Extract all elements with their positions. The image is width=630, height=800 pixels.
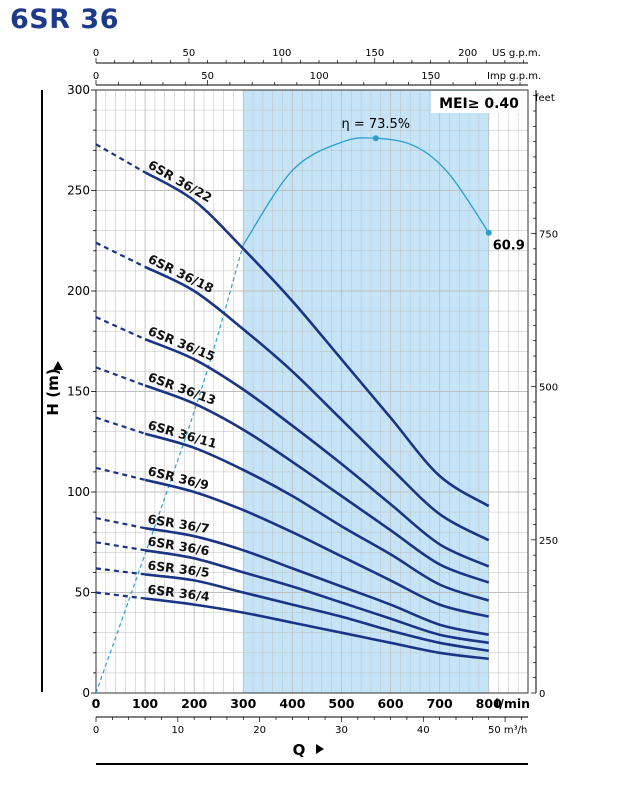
feet-tick-label: 0 [539, 689, 545, 700]
mei-label: MEI≥ 0.40 [439, 96, 519, 112]
series-dashed-line [95, 591, 146, 600]
feet-tick-label: 750 [539, 230, 558, 241]
efficiency-curve-dashed [95, 244, 244, 694]
m3h-tick-label: 10 [171, 725, 184, 736]
imp-gpm-tick-label: 50 [201, 71, 214, 82]
us-gpm-tick-label: 200 [458, 48, 477, 59]
us-gpm-tick-label: 100 [272, 48, 291, 59]
grid [95, 89, 529, 694]
x-tick-label: 500 [328, 696, 354, 711]
y-axis-label: H (m) [44, 368, 62, 415]
series-dashed-line [95, 241, 146, 268]
series-line [144, 478, 490, 618]
series-dashed-line [95, 466, 146, 481]
us-gpm-axis-label: US g.p.m. [492, 48, 541, 59]
x-axis-arrow-icon [316, 744, 324, 754]
x-tick-label: 300 [230, 696, 256, 711]
chart-title: 6SR 36 [10, 4, 119, 35]
x-tick-label: 800 [476, 696, 502, 711]
efficiency-end-point [485, 229, 492, 236]
m3h-tick-label: 20 [253, 725, 266, 736]
x-tick-label: 600 [377, 696, 403, 711]
efficiency-peak-point [372, 135, 379, 142]
x-tick-label: 100 [132, 696, 158, 711]
series-line [144, 265, 490, 542]
feet-tick-label: 250 [539, 536, 558, 547]
series-line [144, 573, 489, 653]
lmin-axis-label: l/min [495, 696, 530, 711]
x-tick-label: 700 [427, 696, 453, 711]
efficiency-end-label: 60.9 [493, 239, 525, 254]
series-line [144, 526, 489, 636]
y-tick-label: 250 [67, 184, 90, 198]
m3h-tick-label: 0 [93, 725, 99, 736]
series-line [144, 549, 489, 645]
series-line [144, 171, 490, 508]
series-dashed-line [95, 143, 146, 174]
mei-box [431, 91, 527, 113]
imp-gpm-tick-label: 150 [421, 71, 440, 82]
us-gpm-tick-label: 150 [365, 48, 384, 59]
y-tick-label: 100 [67, 485, 90, 499]
x-axis-label: Q [293, 741, 306, 759]
series-line [144, 337, 490, 568]
y-tick-label: 300 [67, 83, 90, 97]
efficiency-peak-label: η = 73.5% [341, 117, 410, 132]
feet-tick-label: 500 [539, 383, 558, 394]
y-tick-label: 150 [67, 385, 90, 399]
y-tick-label: 200 [67, 284, 90, 298]
series-dashed-line [95, 416, 146, 435]
x-tick-label: 200 [181, 696, 207, 711]
series-dashed-line [95, 541, 146, 552]
imp-gpm-tick-label: 100 [310, 71, 329, 82]
series-line [144, 432, 490, 602]
y-tick-label: 50 [75, 586, 90, 600]
series-line [144, 384, 490, 584]
imp-gpm-tick-label: 0 [93, 71, 99, 82]
series-dashed-line [95, 366, 146, 387]
x-tick-label: 400 [279, 696, 305, 711]
series-dashed-line [95, 567, 146, 576]
series-dashed-line [95, 517, 146, 530]
imp-gpm-axis-label: Imp g.p.m. [487, 71, 541, 82]
x-tick-label: 0 [92, 696, 101, 711]
feet-axis-label: feet [535, 93, 555, 104]
us-gpm-tick-label: 50 [183, 48, 196, 59]
m3h-axis-label: 50 m³/h [488, 725, 527, 736]
y-axis-arrow-icon [53, 361, 63, 370]
series-dashed-line [95, 316, 146, 341]
us-gpm-tick-label: 0 [93, 48, 99, 59]
y-tick-label: 0 [82, 686, 90, 700]
m3h-tick-label: 40 [417, 725, 430, 736]
m3h-tick-label: 30 [335, 725, 348, 736]
series-line [144, 597, 489, 661]
